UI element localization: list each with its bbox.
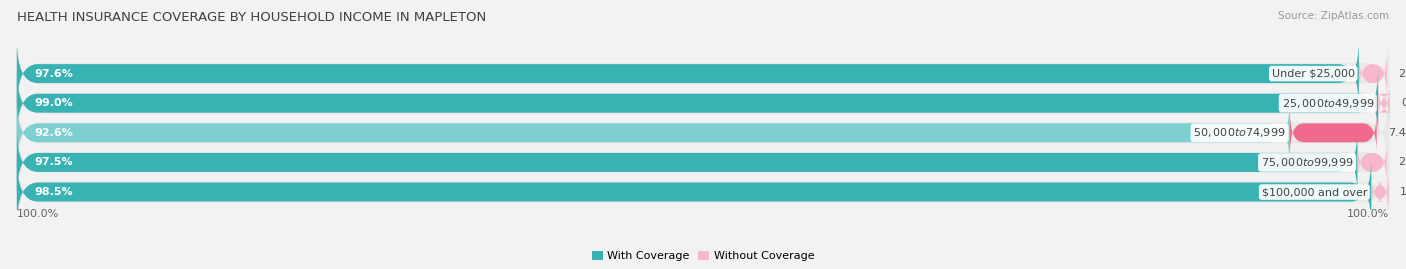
FancyBboxPatch shape [17, 68, 1378, 138]
Text: 98.5%: 98.5% [35, 187, 73, 197]
FancyBboxPatch shape [1376, 83, 1392, 123]
Text: 99.0%: 99.0% [35, 98, 73, 108]
Text: 1.5%: 1.5% [1400, 187, 1406, 197]
FancyBboxPatch shape [17, 61, 1389, 146]
Text: $75,000 to $99,999: $75,000 to $99,999 [1261, 156, 1354, 169]
Text: 97.6%: 97.6% [35, 69, 73, 79]
Text: $100,000 and over: $100,000 and over [1261, 187, 1367, 197]
FancyBboxPatch shape [1358, 54, 1386, 94]
Text: Under $25,000: Under $25,000 [1272, 69, 1355, 79]
FancyBboxPatch shape [17, 157, 1371, 227]
FancyBboxPatch shape [1358, 142, 1386, 183]
FancyBboxPatch shape [1289, 113, 1376, 153]
Text: 2.5%: 2.5% [1398, 157, 1406, 167]
FancyBboxPatch shape [17, 149, 1389, 235]
Text: HEALTH INSURANCE COVERAGE BY HOUSEHOLD INCOME IN MAPLETON: HEALTH INSURANCE COVERAGE BY HOUSEHOLD I… [17, 11, 486, 24]
Text: 97.5%: 97.5% [35, 157, 73, 167]
Text: 100.0%: 100.0% [17, 209, 59, 219]
Text: 2.4%: 2.4% [1398, 69, 1406, 79]
Text: $25,000 to $49,999: $25,000 to $49,999 [1281, 97, 1374, 110]
Text: 0.99%: 0.99% [1400, 98, 1406, 108]
FancyBboxPatch shape [17, 98, 1289, 168]
FancyBboxPatch shape [17, 39, 1358, 108]
Text: $50,000 to $74,999: $50,000 to $74,999 [1194, 126, 1286, 139]
Text: 100.0%: 100.0% [1347, 209, 1389, 219]
Text: 7.4%: 7.4% [1388, 128, 1406, 138]
Legend: With Coverage, Without Coverage: With Coverage, Without Coverage [588, 246, 818, 266]
Text: 92.6%: 92.6% [35, 128, 73, 138]
FancyBboxPatch shape [17, 31, 1389, 116]
FancyBboxPatch shape [17, 90, 1389, 175]
Text: Source: ZipAtlas.com: Source: ZipAtlas.com [1278, 11, 1389, 21]
FancyBboxPatch shape [17, 120, 1389, 205]
FancyBboxPatch shape [1371, 172, 1389, 212]
FancyBboxPatch shape [17, 128, 1358, 197]
